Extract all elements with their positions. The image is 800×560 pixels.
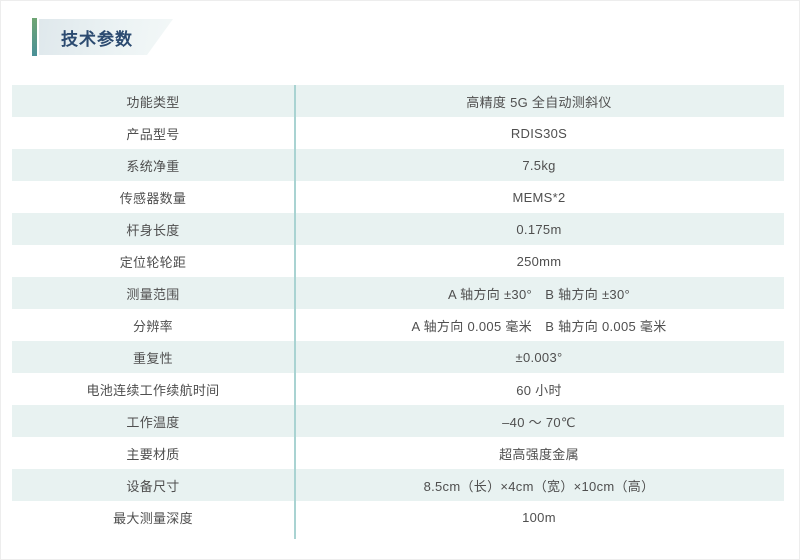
spec-value: 0.175m [516, 221, 562, 237]
table-row: 杆身长度 0.175m [12, 213, 784, 245]
column-divider [294, 85, 296, 539]
spec-value: 60 小时 [516, 382, 562, 398]
spec-label: 工作温度 [126, 414, 180, 430]
spec-value: MEMS*2 [512, 189, 566, 205]
spec-value: 高精度 5G 全自动测斜仪 [466, 94, 612, 110]
spec-label: 传感器数量 [119, 190, 187, 206]
spec-value: 7.5kg [522, 157, 556, 173]
spec-label: 定位轮轮距 [119, 254, 187, 270]
spec-label: 功能类型 [126, 94, 180, 110]
spec-label: 主要材质 [126, 446, 180, 462]
spec-label: 设备尺寸 [126, 478, 180, 494]
spec-table: 功能类型 高精度 5G 全自动测斜仪 产品型号 RDIS30S 系统净重 7.5… [12, 85, 784, 539]
table-row: 主要材质 超高强度金属 [12, 437, 784, 469]
spec-value: 250mm [516, 253, 562, 269]
spec-value: ±0.003° [515, 349, 563, 365]
table-row: 系统净重 7.5kg [12, 149, 784, 181]
table-row: 重复性 ±0.003° [12, 341, 784, 373]
spec-label: 最大测量深度 [113, 510, 193, 526]
spec-value: A 轴方向 ±30° B 轴方向 ±30° [448, 286, 630, 302]
page-title: 技术参数 [61, 29, 133, 49]
spec-value: RDIS30S [510, 125, 568, 141]
spec-label: 测量范围 [126, 286, 180, 302]
table-row: 定位轮轮距 250mm [12, 245, 784, 277]
table-row: 设备尺寸 8.5cm（长）×4cm（宽）×10cm（高） [12, 469, 784, 501]
spec-value: 100m [522, 509, 556, 525]
table-row: 工作温度 –40 ～ 70℃ [12, 405, 784, 437]
spec-label: 电池连续工作续航时间 [86, 382, 220, 398]
spec-value: 超高强度金属 [499, 446, 579, 462]
table-row: 电池连续工作续航时间 60 小时 [12, 373, 784, 405]
spec-value: 8.5cm（长）×4cm（宽）×10cm（高） [423, 478, 655, 494]
table-row: 分辨率 A 轴方向 0.005 毫米 B 轴方向 0.005 毫米 [12, 309, 784, 341]
spec-value: A 轴方向 0.005 毫米 B 轴方向 0.005 毫米 [411, 318, 667, 334]
spec-label: 杆身长度 [126, 222, 180, 238]
table-row: 最大测量深度 100m [12, 501, 784, 533]
accent-bar [32, 18, 37, 56]
table-row: 传感器数量 MEMS*2 [12, 181, 784, 213]
spec-label: 分辨率 [133, 318, 173, 334]
table-row: 测量范围 A 轴方向 ±30° B 轴方向 ±30° [12, 277, 784, 309]
spec-label: 产品型号 [126, 126, 180, 142]
spec-label: 系统净重 [126, 158, 180, 174]
section-header: 技术参数 [32, 18, 173, 56]
table-row: 产品型号 RDIS30S [12, 117, 784, 149]
title-banner: 技术参数 [39, 19, 173, 55]
spec-value: –40 ～ 70℃ [502, 414, 576, 430]
table-row: 功能类型 高精度 5G 全自动测斜仪 [12, 85, 784, 117]
spec-label: 重复性 [133, 350, 173, 366]
